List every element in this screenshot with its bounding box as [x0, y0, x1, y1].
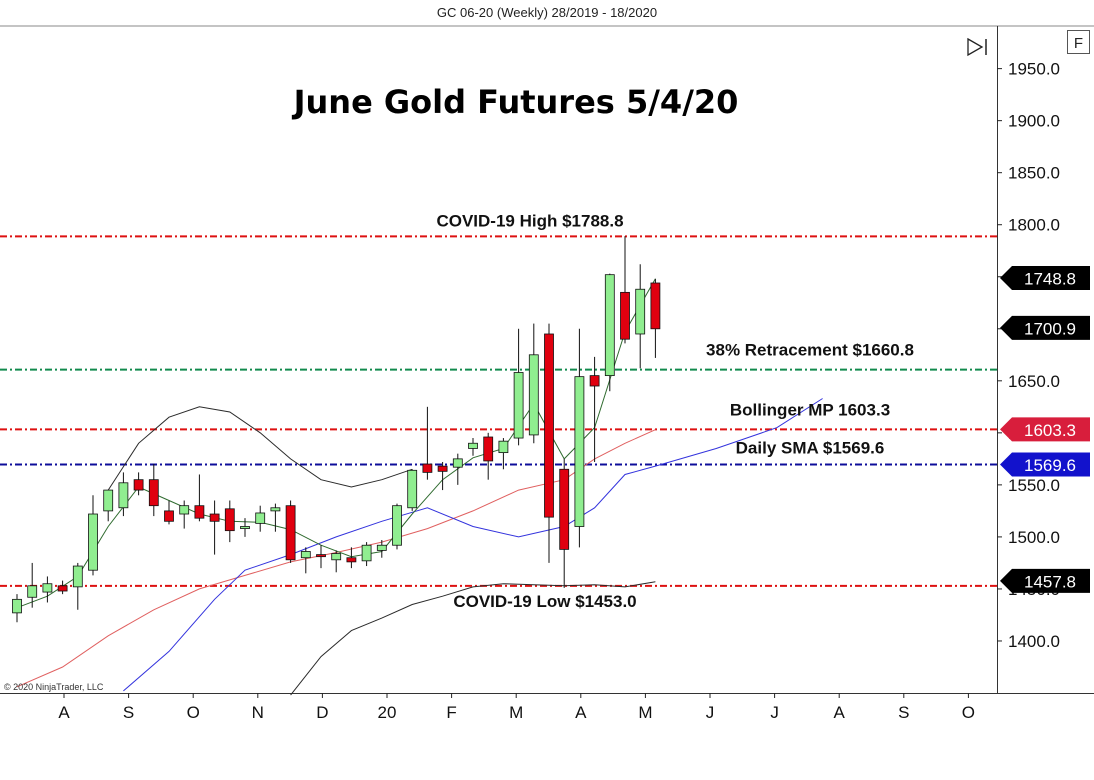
price-badges: 1748.8 1700.9 1603.3 1569.6 1457.8 — [1000, 265, 1090, 593]
x-tick-label-13: S — [898, 703, 909, 722]
bollinger-lower-line — [290, 581, 656, 696]
candle-20[interactable] — [316, 554, 326, 558]
candle-26[interactable] — [407, 469, 418, 509]
candle-10[interactable] — [164, 510, 174, 522]
hline-label-2: Bollinger MP 1603.3 — [730, 400, 890, 419]
price-badge-label-2: 1603.3 — [1024, 421, 1076, 440]
x-tick-label-8: A — [575, 703, 587, 722]
y-tick-label-3: 1550.0 — [1008, 476, 1060, 495]
candle-4[interactable] — [72, 565, 83, 588]
f-button[interactable]: F — [1067, 30, 1090, 54]
candle-12[interactable] — [194, 505, 205, 519]
skip-to-end-icon[interactable] — [964, 36, 990, 58]
candle-16[interactable] — [255, 512, 266, 524]
candle-11[interactable] — [179, 505, 190, 515]
candle-28[interactable] — [437, 465, 448, 472]
blue-band-line — [123, 398, 823, 692]
candle-24[interactable] — [376, 544, 387, 551]
candle-14[interactable] — [224, 508, 235, 532]
candle-0[interactable] — [12, 598, 22, 614]
candle-6[interactable] — [103, 489, 114, 512]
candle-15[interactable] — [240, 526, 250, 529]
x-tick-label-10: J — [706, 703, 715, 722]
line-labels-layer: COVID-19 High $1788.8 38% Retracement $16… — [436, 211, 914, 610]
candle-23[interactable] — [361, 544, 372, 562]
candle-30[interactable] — [468, 442, 478, 449]
hline-label-0: COVID-19 High $1788.8 — [436, 211, 623, 230]
chart-title: June Gold Futures 5/4/20 — [292, 83, 739, 121]
y-tick-label-8: 1800.0 — [1008, 216, 1060, 235]
hline-label-3: Daily SMA $1569.6 — [736, 438, 885, 457]
y-axis: 1400.01450.01500.01550.01600.01650.01700… — [997, 60, 1060, 651]
x-tick-label-2: O — [187, 703, 200, 722]
candle-34[interactable] — [528, 354, 539, 436]
x-tick-label-9: M — [638, 703, 652, 722]
candle-29[interactable] — [452, 458, 463, 468]
price-badge-label-4: 1457.8 — [1024, 572, 1076, 591]
price-badge-2 — [1000, 417, 1090, 442]
y-tick-label-2: 1500.0 — [1008, 528, 1060, 547]
y-tick-label-10: 1900.0 — [1008, 112, 1060, 131]
x-tick-label-12: A — [834, 703, 846, 722]
candle-41[interactable] — [635, 288, 646, 335]
candle-1[interactable] — [27, 585, 38, 598]
y-tick-label-0: 1400.0 — [1008, 632, 1060, 651]
candle-37[interactable] — [574, 376, 585, 527]
candle-21[interactable] — [331, 553, 342, 561]
y-tick-label-5: 1650.0 — [1008, 372, 1060, 391]
x-tick-label-0: A — [58, 703, 70, 722]
x-tick-label-3: N — [252, 703, 264, 722]
x-tick-label-11: J — [770, 703, 779, 722]
x-tick-label-14: O — [962, 703, 975, 722]
candle-33[interactable] — [513, 372, 524, 439]
price-badge-0 — [1000, 265, 1090, 290]
candle-8[interactable] — [133, 479, 144, 491]
candle-39[interactable] — [604, 274, 615, 377]
price-badge-1 — [1000, 315, 1090, 340]
candle-18[interactable] — [285, 505, 296, 561]
candle-42[interactable] — [650, 282, 661, 330]
x-tick-label-1: S — [123, 703, 134, 722]
candle-31[interactable] — [483, 436, 494, 462]
candle-7[interactable] — [118, 482, 129, 509]
candle-17[interactable] — [270, 507, 281, 512]
candle-3[interactable] — [57, 585, 68, 592]
price-badge-3 — [1000, 452, 1090, 477]
f-button-label: F — [1074, 35, 1083, 52]
candle-13[interactable] — [209, 513, 220, 522]
copyright-text: © 2020 NinjaTrader, LLC — [4, 682, 104, 692]
bollinger-upper-line — [107, 406, 413, 491]
price-badge-label-1: 1700.9 — [1024, 319, 1076, 338]
y-tick-label-9: 1850.0 — [1008, 164, 1060, 183]
x-tick-label-4: D — [316, 703, 328, 722]
candle-9[interactable] — [148, 479, 159, 507]
candle-35[interactable] — [544, 333, 554, 518]
candle-27[interactable] — [422, 463, 433, 473]
candles-layer — [12, 236, 661, 623]
x-tick-label-5: 20 — [378, 703, 397, 722]
price-badge-label-0: 1748.8 — [1024, 269, 1076, 288]
candle-19[interactable] — [300, 551, 311, 559]
price-badge-4 — [1000, 568, 1090, 593]
candle-2[interactable] — [42, 583, 53, 593]
hline-label-4: COVID-19 Low $1453.0 — [453, 592, 636, 611]
candle-32[interactable] — [498, 440, 509, 454]
candle-5[interactable] — [88, 513, 98, 571]
horizontal-lines-layer — [0, 235, 997, 587]
x-tick-label-7: M — [509, 703, 523, 722]
hline-label-1: 38% Retracement $1660.8 — [706, 341, 914, 360]
x-axis: A S O N D 20 F M A M J J A S O — [58, 693, 975, 722]
candle-22[interactable] — [346, 557, 357, 563]
y-tick-label-11: 1950.0 — [1008, 60, 1060, 79]
candle-36[interactable] — [559, 468, 570, 550]
candle-38[interactable] — [589, 375, 600, 387]
x-tick-label-6: F — [446, 703, 456, 722]
candle-40[interactable] — [620, 291, 630, 340]
window-title: GC 06-20 (Weekly) 28/2019 - 18/2020 — [436, 5, 658, 20]
candle-25[interactable] — [392, 505, 402, 546]
price-badge-label-3: 1569.6 — [1024, 456, 1076, 475]
